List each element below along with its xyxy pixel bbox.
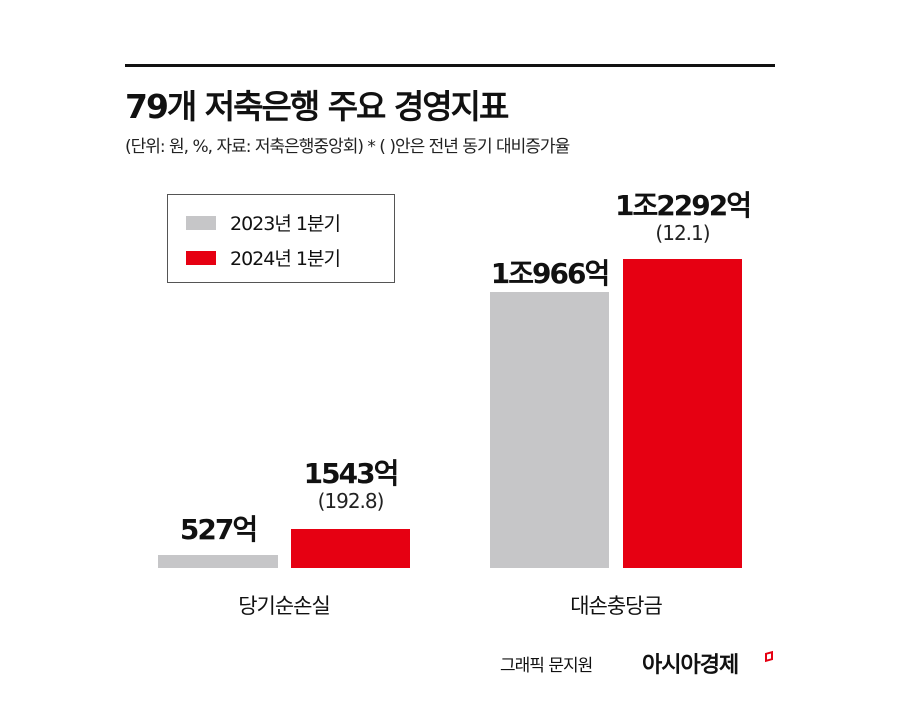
- legend-label: 2023년 1분기: [230, 213, 341, 235]
- title-rule: [125, 64, 775, 67]
- legend-item-2024: 2024년 1분기: [186, 244, 341, 271]
- legend: 2023년 1분기 2024년 1분기: [167, 194, 395, 283]
- value-label: 1조2292억: [615, 189, 752, 222]
- change-label: (192.8): [317, 489, 385, 513]
- bar-loan-loss-2023: [490, 292, 609, 568]
- legend-label: 2024년 1분기: [230, 248, 341, 270]
- value-label: 1543억: [303, 457, 400, 490]
- legend-item-2023: 2023년 1분기: [186, 209, 341, 236]
- change-label: (12.1): [655, 221, 710, 245]
- category-label: 대손충당금: [570, 594, 663, 618]
- chart-title: 79개 저축은행 주요 경영지표: [125, 87, 509, 126]
- brand-mark-icon: [765, 650, 773, 663]
- legend-swatch-gray: [186, 215, 216, 230]
- category-label: 당기순손실: [238, 594, 331, 618]
- legend-swatch-red: [186, 250, 216, 265]
- bar-net-loss-2023: [158, 555, 278, 568]
- bar-net-loss-2024: [291, 529, 410, 568]
- bar-loan-loss-2024: [623, 259, 742, 568]
- value-label: 1조966억: [490, 257, 610, 290]
- value-label: 527억: [179, 513, 258, 546]
- graphic-credit: 그래픽 문지원: [500, 656, 593, 676]
- brand-logo-text: 아시아경제: [642, 653, 739, 678]
- chart-subtitle: (단위: 원, %, 자료: 저축은행중앙회) * ( )안은 전년 동기 대비…: [125, 137, 570, 157]
